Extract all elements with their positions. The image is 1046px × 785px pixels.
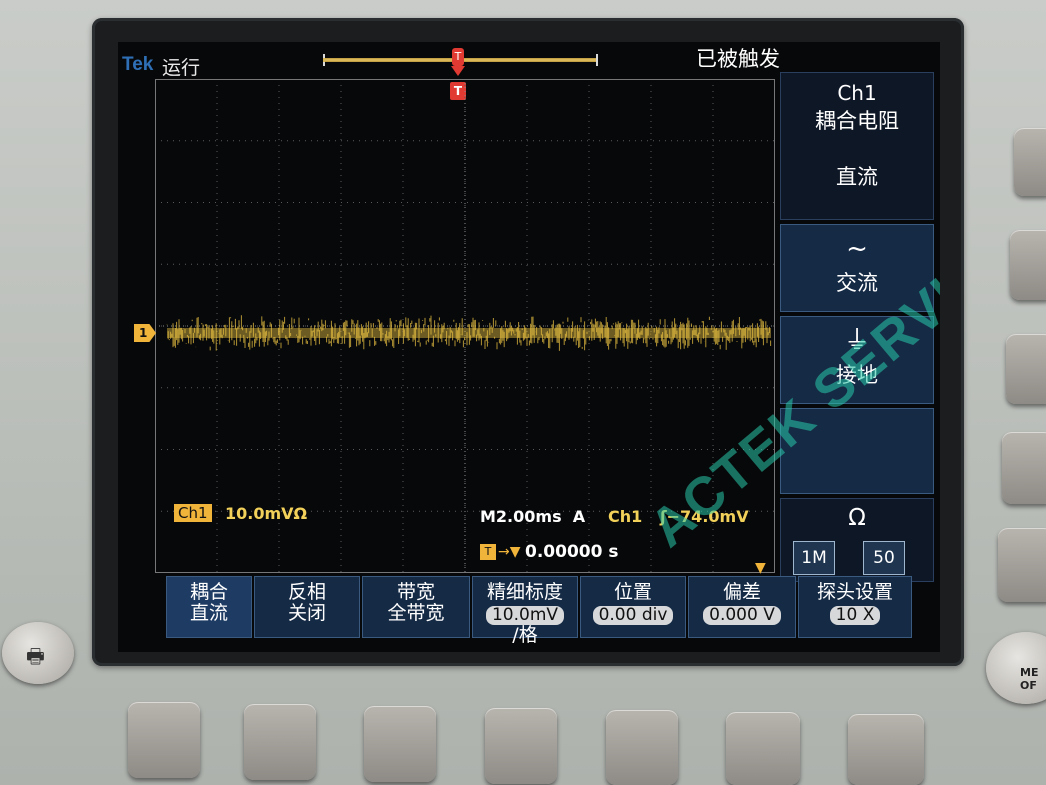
menu-fine-scale[interactable]: 精细标度 10.0mV /格 bbox=[472, 576, 578, 646]
graticule-border bbox=[155, 79, 775, 573]
ch1-trace-core bbox=[167, 328, 771, 338]
trigger-t-marker: T bbox=[450, 82, 466, 100]
side-option-ac[interactable]: ~ 交流 bbox=[780, 224, 934, 312]
printer-icon: 🖶 bbox=[26, 644, 45, 668]
menu-position-title: 位置 bbox=[613, 581, 652, 603]
brand-logo: Tek bbox=[122, 54, 154, 75]
trigger-status: 已被触发 bbox=[696, 47, 780, 71]
side-button-2[interactable] bbox=[1010, 230, 1046, 300]
side-button-5[interactable] bbox=[998, 528, 1046, 602]
timebase-readout: M2.00ms A bbox=[480, 507, 586, 526]
menu-invert-title: 反相 bbox=[287, 581, 326, 603]
menu-offset[interactable]: 偏差 0.000 V bbox=[688, 576, 796, 638]
center-axes bbox=[155, 79, 775, 573]
side-option-empty[interactable] bbox=[780, 408, 934, 494]
arrow-right-icon: →▼ bbox=[498, 544, 521, 560]
side-option-ac-label: 交流 bbox=[836, 271, 878, 295]
menu-position-value: 0.00 div bbox=[592, 606, 674, 625]
side-option-ground[interactable]: ⏚ 接地 bbox=[780, 316, 934, 404]
menu-coupling-value: 直流 bbox=[189, 602, 228, 624]
bottom-button-2[interactable] bbox=[244, 704, 316, 780]
trigger-arrow-icon bbox=[451, 66, 465, 76]
bottom-menu: 耦合 直流 反相 关闭 带宽 全带宽 精细标度 10.0mV /格 位置 0.0… bbox=[166, 576, 918, 646]
menu-bandwidth-value: 全带宽 bbox=[387, 602, 445, 624]
side-option-ground-label: 接地 bbox=[836, 363, 878, 387]
menu-off-button[interactable]: ME OF bbox=[986, 632, 1046, 704]
trigger-position-readout: 0.00000 s bbox=[525, 542, 619, 562]
side-button-4[interactable] bbox=[1002, 432, 1046, 504]
menu-invert[interactable]: 反相 关闭 bbox=[254, 576, 360, 638]
side-menu: Ch1 耦合电阻 直流 ~ 交流 ⏚ 接地 Ω 1M 50 bbox=[780, 72, 936, 582]
menu-offset-value: 0.000 V bbox=[703, 606, 781, 625]
menu-bandwidth-title: 带宽 bbox=[396, 581, 435, 603]
menu-coupling-title: 耦合 bbox=[189, 581, 228, 603]
bottom-button-1[interactable] bbox=[128, 702, 200, 778]
run-state: 运行 bbox=[162, 57, 201, 79]
bottom-button-6[interactable] bbox=[726, 712, 800, 785]
menu-invert-value: 关闭 bbox=[287, 602, 326, 624]
bottom-button-5[interactable] bbox=[606, 710, 678, 785]
impedance-1m[interactable]: 1M bbox=[793, 541, 835, 575]
menu-probe-setup[interactable]: 探头设置 10 X bbox=[798, 576, 912, 638]
menu-offset-title: 偏差 bbox=[722, 581, 761, 603]
side-button-1[interactable] bbox=[1014, 128, 1046, 196]
menu-fine-scale-title: 精细标度 bbox=[486, 581, 563, 603]
side-title-text: 耦合电阻 bbox=[815, 109, 899, 133]
graticule bbox=[155, 79, 775, 573]
bottom-button-4[interactable] bbox=[485, 708, 557, 784]
oscilloscope-screen: Tek 运行 T T 已被触发 1 Ch1 10.0mVΩ M2.00ms A … bbox=[118, 42, 940, 652]
side-option-impedance[interactable]: Ω 1M 50 bbox=[780, 498, 934, 582]
ch1-readout-label: Ch1 bbox=[174, 504, 212, 522]
ch1-scale-readout: 10.0mVΩ bbox=[225, 504, 308, 523]
side-title-channel: Ch1 bbox=[837, 81, 877, 105]
menu-position[interactable]: 位置 0.00 div bbox=[580, 576, 686, 638]
side-selected-coupling: 直流 bbox=[836, 165, 878, 189]
side-menu-title: Ch1 耦合电阻 直流 bbox=[780, 72, 934, 220]
ac-wave-icon: ~ bbox=[846, 234, 868, 264]
menu-off-label: ME OF bbox=[1020, 666, 1039, 692]
ohm-icon: Ω bbox=[848, 505, 866, 531]
bottom-button-7[interactable] bbox=[848, 714, 924, 785]
menu-bandwidth[interactable]: 带宽 全带宽 bbox=[362, 576, 470, 638]
trigger-level-readout: ʃ−74.0mV bbox=[660, 507, 749, 526]
menu-probe-setup-title: 探头设置 bbox=[816, 581, 893, 603]
menu-probe-setup-value: 10 X bbox=[829, 606, 881, 625]
menu-coupling[interactable]: 耦合 直流 bbox=[166, 576, 252, 638]
menu-fine-scale-unit: /格 bbox=[512, 624, 538, 646]
menu-fine-scale-value: 10.0mV bbox=[485, 606, 565, 625]
down-arrow-icon: ▼ bbox=[755, 560, 766, 576]
trigger-channel-readout: Ch1 bbox=[608, 507, 643, 526]
ch1-trace bbox=[166, 315, 772, 351]
bottom-button-3[interactable] bbox=[364, 706, 436, 782]
print-button[interactable]: 🖶 bbox=[2, 622, 74, 684]
ch1-ground-marker: 1 bbox=[134, 324, 156, 342]
ch1-noise-trace bbox=[166, 315, 772, 351]
side-button-3[interactable] bbox=[1006, 334, 1046, 404]
impedance-50[interactable]: 50 bbox=[863, 541, 905, 575]
ground-icon: ⏚ bbox=[843, 326, 870, 356]
trigger-position-marker: T bbox=[452, 48, 464, 66]
trigger-pos-icon: T bbox=[480, 544, 496, 560]
